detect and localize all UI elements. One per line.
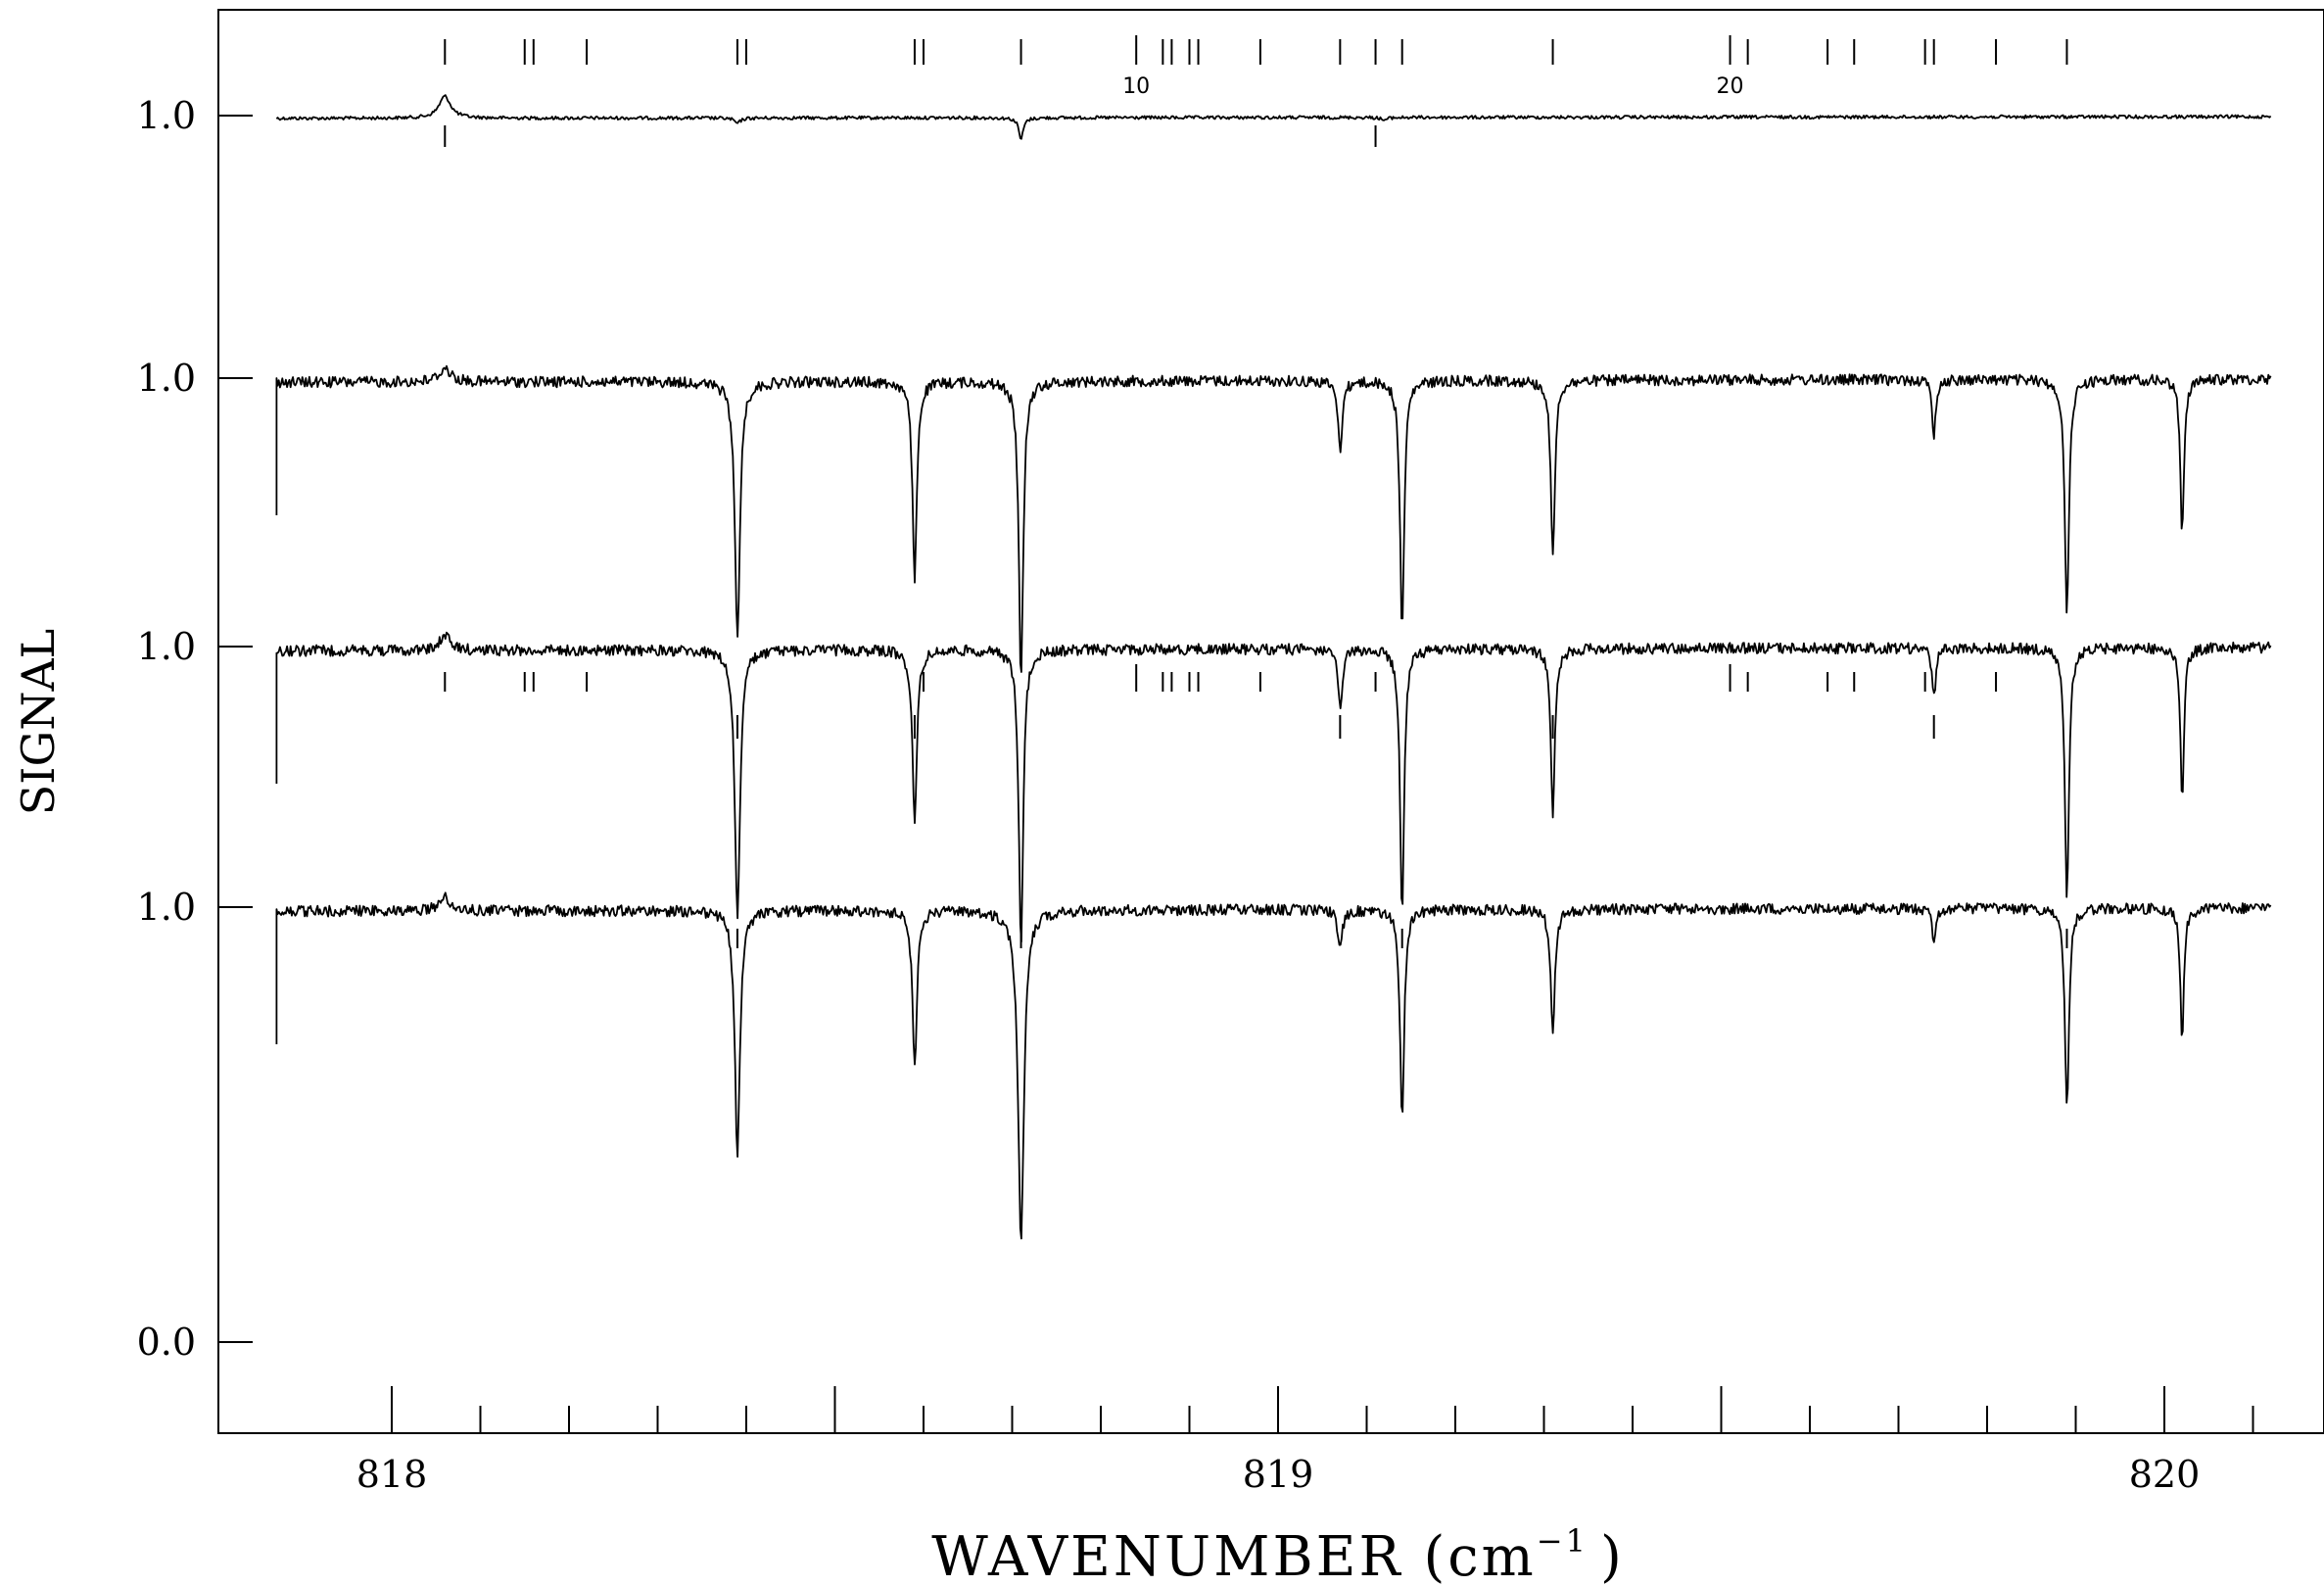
x-axis-label-main: WAVENUMBER (cm	[931, 1525, 1537, 1586]
spectrum-traces	[275, 94, 2272, 1240]
x-tick-label-819: 819	[1243, 1453, 1314, 1496]
y-tick-label-4: 0.0	[137, 1321, 196, 1364]
x-axis-label-close: )	[1600, 1525, 1625, 1586]
x-axis-tick-labels: 818 819 820	[356, 1453, 2201, 1496]
y-axis-tick-labels: 1.0 1.0 1.0 1.0 0.0	[137, 94, 196, 1364]
y-tick-label-3: 1.0	[137, 886, 196, 929]
y-tick-label-2: 1.0	[137, 625, 196, 668]
x-axis-ticks	[391, 1386, 2254, 1433]
marker-label-10: 10	[1122, 74, 1150, 99]
x-axis-label-exponent: −1	[1537, 1522, 1589, 1560]
y-axis-ticks	[218, 115, 253, 1343]
trace-2	[275, 364, 2272, 673]
x-axis-label: WAVENUMBER (cm−1)	[931, 1522, 1625, 1586]
plot-frame	[217, 9, 2324, 1434]
x-tick-label-820: 820	[2129, 1453, 2201, 1496]
y-axis-label: SIGNAL	[12, 629, 65, 815]
y-tick-label-0: 1.0	[137, 94, 196, 137]
trace-4	[275, 891, 2272, 1240]
trace-1	[275, 94, 2272, 140]
assignment-marker-labels: 10 20	[1122, 74, 1743, 99]
marker-label-20: 20	[1717, 74, 1744, 99]
assignment-markers	[444, 35, 2068, 948]
trace-3	[275, 631, 2272, 943]
x-tick-label-818: 818	[356, 1453, 428, 1496]
y-tick-label-1: 1.0	[137, 357, 196, 400]
